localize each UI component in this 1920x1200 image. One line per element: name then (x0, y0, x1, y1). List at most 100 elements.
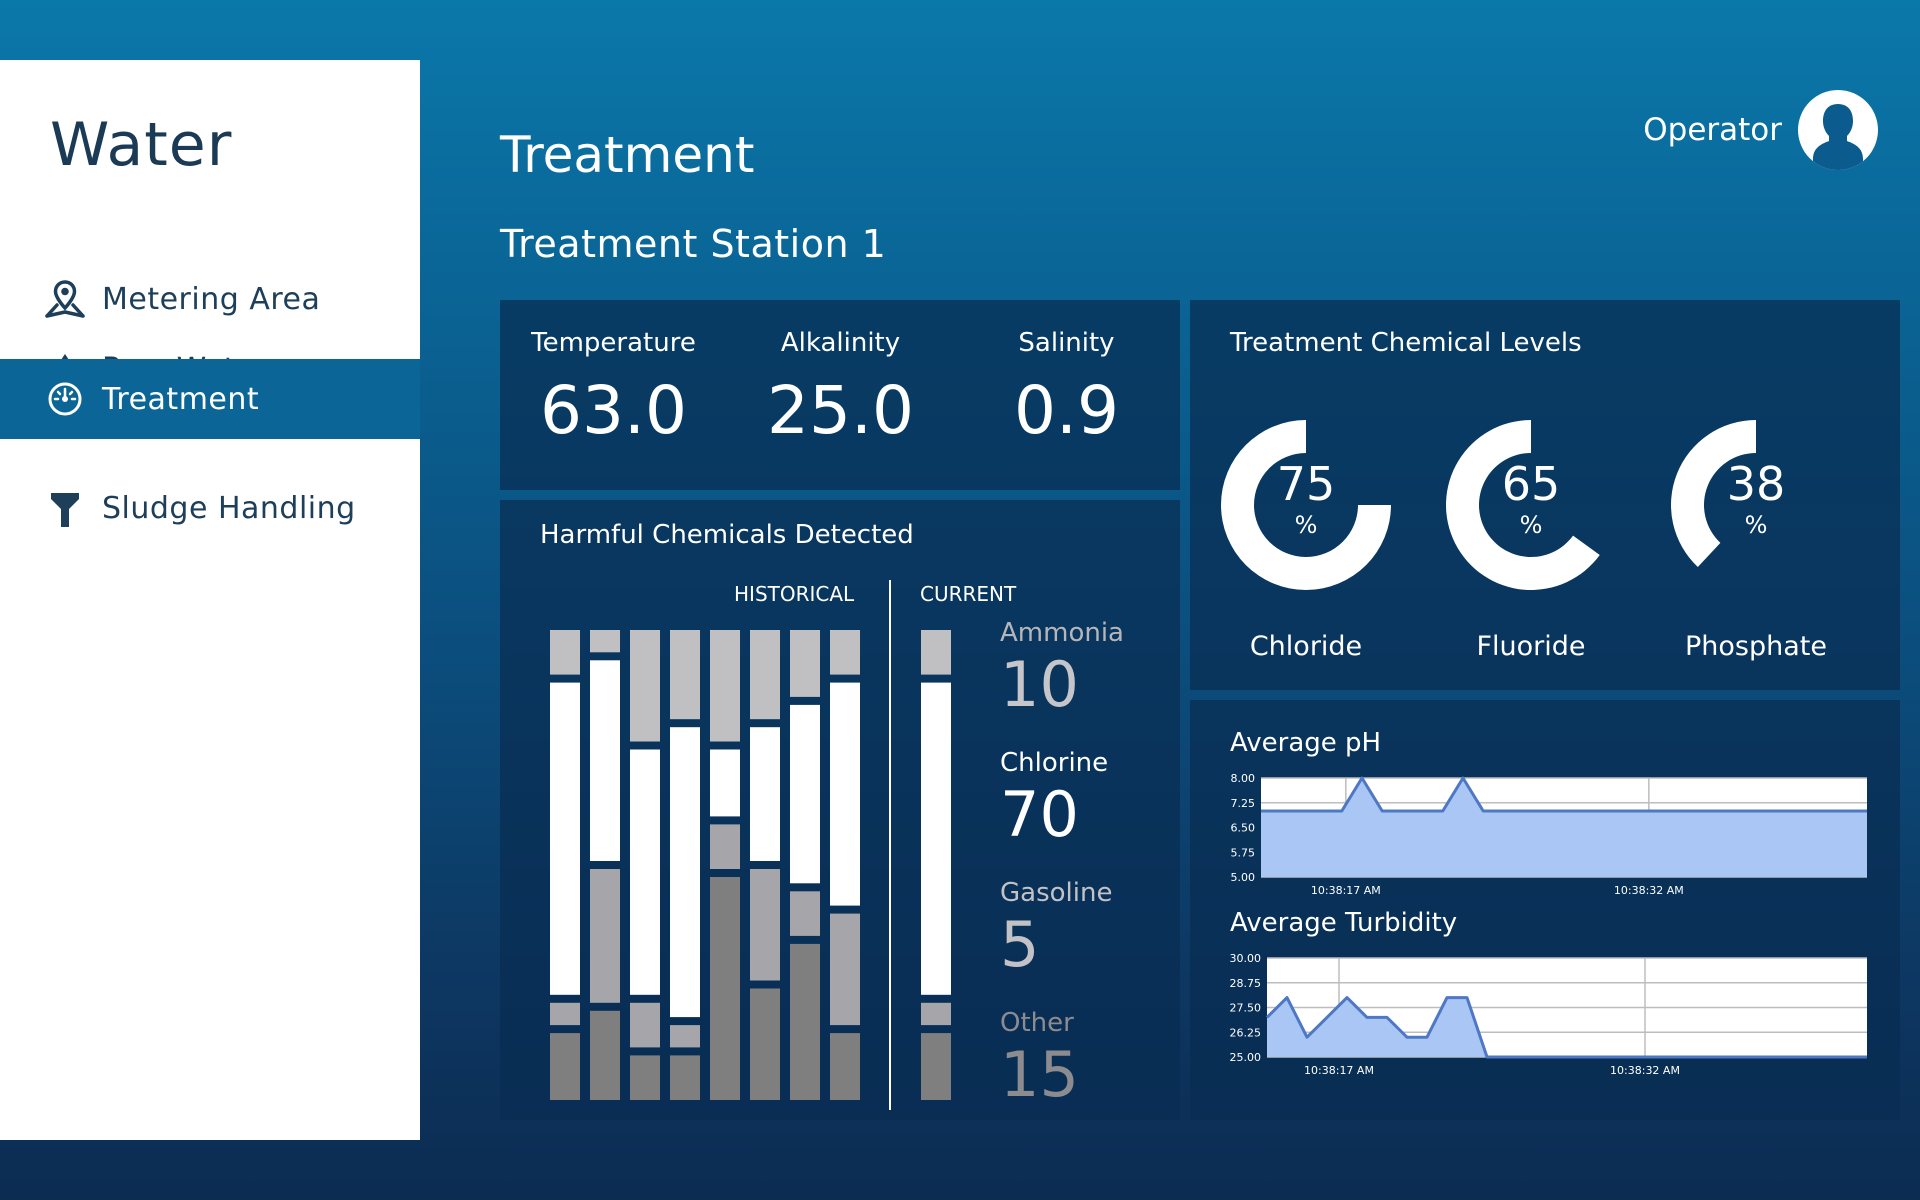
historical-bar-other-segment (550, 1033, 580, 1100)
historical-bar-ammonia-segment (630, 630, 660, 742)
chem-value: 15 (1000, 1038, 1079, 1111)
chart-title: Average Turbidity (1230, 908, 1458, 938)
gauge-label: Chloride (1249, 631, 1363, 662)
panel-title: Harmful Chemicals Detected (540, 520, 914, 550)
y-tick-label: 8.00 (1231, 772, 1256, 785)
gauge-label: Phosphate (1685, 631, 1827, 662)
chem-other: Other 15 (1000, 1008, 1079, 1111)
gauge-value: 38 (1726, 457, 1786, 511)
sidebar-item-treatment[interactable]: Treatment (0, 359, 420, 439)
y-tick-label: 6.50 (1231, 822, 1256, 835)
turbidity-chart: Average Turbidity (1230, 908, 1457, 938)
chem-label: Chlorine (1000, 748, 1109, 778)
sidebar-item-label: Sludge Handling (102, 491, 356, 526)
funnel-icon (38, 482, 92, 536)
sidebar-item-sludge-handling[interactable]: Sludge Handling (0, 469, 420, 548)
series-area (1267, 997, 1867, 1057)
historical-bar-gasoline-segment (790, 891, 820, 936)
stat-alkalinity: Alkalinity 25.0 (727, 300, 954, 449)
historical-bar-ammonia-segment (750, 630, 780, 720)
harmful-chemicals-panel: Harmful Chemicals Detected HISTORICAL CU… (500, 500, 1180, 1120)
sidebar: Water Metering Area Raw Water Treatment … (0, 60, 420, 1140)
y-tick-label: 5.75 (1231, 846, 1256, 859)
chem-value: 5 (1000, 908, 1040, 981)
turbidity-chart-plot: 30.00 28.75 27.50 26.25 25.00 10:38:17 AM 10:3… (1230, 952, 1867, 1077)
map-pin-icon (38, 273, 92, 327)
x-tick-label: 10:38:32 AM (1610, 1064, 1680, 1077)
chart-title: Average pH (1230, 728, 1382, 758)
sidebar-item-label: Metering Area (102, 282, 321, 317)
historical-bar-ammonia-segment (590, 630, 620, 653)
chem-label: Other (1000, 1008, 1074, 1038)
historical-bar-other-segment (790, 943, 820, 1100)
current-bar-ammonia-segment (921, 630, 951, 675)
historical-bar-chlorine-segment (550, 682, 580, 995)
historical-bar-other-segment (750, 988, 780, 1100)
gauge-icon (38, 372, 92, 426)
historical-bar-gasoline-segment (710, 824, 740, 869)
x-tick-label: 10:38:17 AM (1311, 884, 1381, 897)
historical-bar-chart (550, 630, 951, 1100)
y-tick-label: 28.75 (1230, 977, 1262, 990)
user-name: Operator (1643, 112, 1782, 148)
gauge-ring (1671, 420, 1756, 567)
trends-panel: Average pH 8.00 7.25 6.50 5.75 5.00 10:38:17 … (1190, 700, 1900, 1120)
chem-ammonia: Ammonia 10 (1000, 618, 1124, 721)
historical-bar-gasoline-segment (590, 869, 620, 1003)
gauge-ring (1446, 420, 1600, 590)
avatar[interactable] (1798, 90, 1878, 170)
historical-bar-other-segment (670, 1055, 700, 1100)
x-tick-label: 10:38:17 AM (1304, 1064, 1374, 1077)
historical-bar-chlorine-segment (750, 727, 780, 861)
user-silhouette-icon (1813, 104, 1863, 170)
y-tick-label: 7.25 (1231, 797, 1256, 810)
historical-bar-chlorine-segment (590, 660, 620, 861)
station-title: Treatment Station 1 (500, 222, 887, 266)
stat-value: 63.0 (540, 372, 687, 449)
series-line (1265, 996, 1867, 1059)
ph-chart: Average pH (1230, 728, 1381, 758)
gauge-value: 75 (1276, 457, 1336, 511)
historical-bar-chlorine-segment (790, 704, 820, 884)
sidebar-item-label: Treatment (102, 381, 260, 417)
y-tick-label: 30.00 (1230, 952, 1262, 965)
current-bar-gasoline-segment (921, 1002, 951, 1026)
historical-bar-gasoline-segment (670, 1025, 700, 1048)
stat-label: Salinity (1018, 328, 1115, 358)
historical-bar-chlorine-segment (670, 727, 700, 1018)
app-title: Water (50, 110, 233, 180)
panel-title: Treatment Chemical Levels (1230, 328, 1582, 358)
historical-bar-chlorine-segment (830, 682, 860, 906)
gauge-value: 65 (1501, 457, 1561, 511)
divider (889, 580, 891, 1110)
historical-bar-ammonia-segment (790, 630, 820, 697)
chem-value: 10 (1000, 648, 1079, 721)
sidebar-item-metering-area[interactable]: Metering Area (0, 260, 420, 339)
chemical-levels-panel: Treatment Chemical Levels 75 % Chloride … (1190, 300, 1900, 690)
stat-salinity: Salinity 0.9 (953, 300, 1180, 449)
historical-bar-gasoline-segment (750, 869, 780, 981)
gauge-unit: % (1744, 511, 1768, 539)
historical-bar-gasoline-segment (630, 1002, 660, 1048)
y-tick-label: 5.00 (1231, 871, 1256, 884)
y-tick-label: 27.50 (1230, 1002, 1262, 1015)
historical-bar-chlorine-segment (710, 749, 740, 817)
historical-bar-gasoline-segment (550, 1002, 580, 1026)
x-tick-label: 10:38:32 AM (1614, 884, 1684, 897)
historical-bar-ammonia-segment (670, 630, 700, 720)
gauge-chloride: 75 % Chloride (1206, 405, 1406, 662)
current-header: CURRENT (920, 582, 1017, 606)
chem-label: Ammonia (1000, 618, 1124, 648)
series-area (1261, 778, 1867, 877)
current-bar-chlorine-segment (921, 682, 951, 995)
gauge-unit: % (1519, 511, 1543, 539)
historical-bar-other-segment (710, 877, 740, 1100)
stat-label: Temperature (531, 328, 696, 358)
gauge-label: Fluoride (1476, 631, 1586, 662)
stat-value: 25.0 (767, 372, 914, 449)
historical-header: HISTORICAL (734, 582, 855, 606)
historical-bar-gasoline-segment (830, 913, 860, 1026)
gauge-unit: % (1294, 511, 1318, 539)
gauge-phosphate: 38 % Phosphate (1656, 405, 1856, 662)
user-menu[interactable]: Operator (1643, 90, 1878, 170)
